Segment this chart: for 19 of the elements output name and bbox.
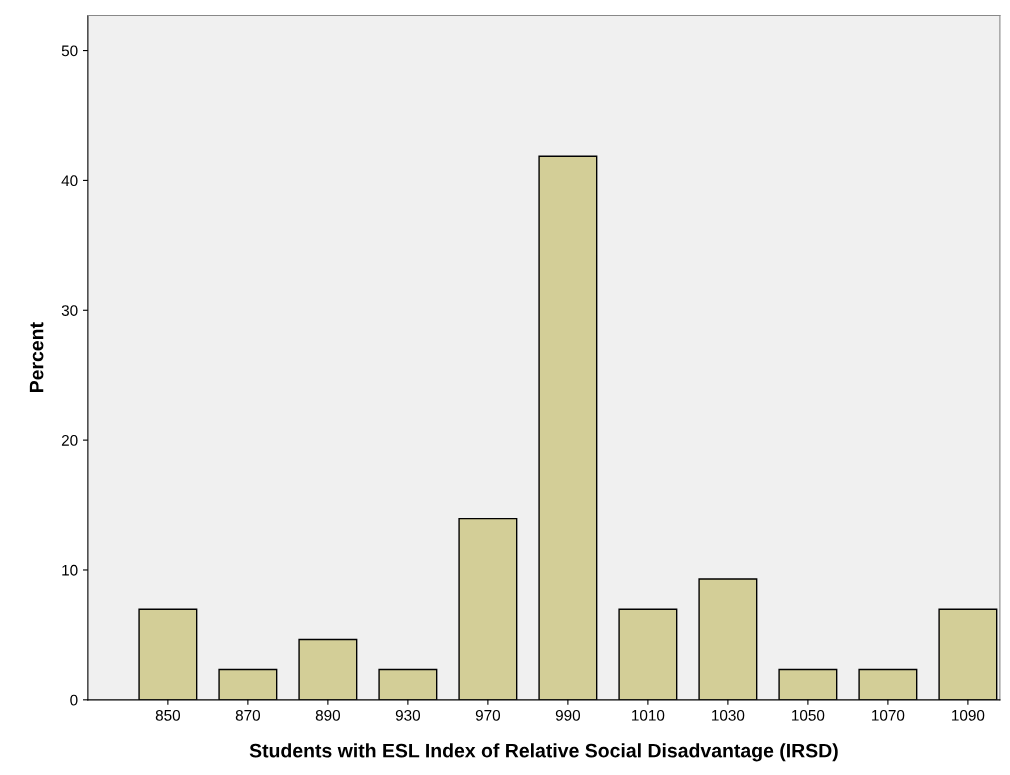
y-tick-label: 20 (61, 434, 78, 446)
x-tick-label: 990 (555, 709, 581, 721)
x-tick-label: 930 (395, 709, 421, 721)
x-tick-label: 850 (155, 709, 181, 721)
x-tick-label: 870 (235, 709, 261, 721)
x-tick-label: 1050 (792, 709, 825, 721)
y-tick-label: 10 (62, 564, 78, 576)
y-tick-label: 40 (61, 175, 78, 187)
x-tick-label: 1070 (872, 709, 905, 721)
y-tick-label: 30 (61, 305, 78, 316)
x-tick-label: 1090 (952, 709, 985, 721)
y-tick-label: 50 (61, 45, 78, 57)
y-axis-title: Percent (29, 322, 44, 393)
y-tick-label: 0 (70, 694, 78, 706)
x-tick-label: 1030 (712, 709, 745, 721)
x-axis-title: Students with ESL Index of Relative Social Disadvantage (IRSD) (249, 743, 838, 762)
x-tick-label: 890 (315, 709, 341, 721)
x-tick-label: 970 (475, 709, 501, 721)
x-tick-label: 1010 (632, 709, 665, 721)
